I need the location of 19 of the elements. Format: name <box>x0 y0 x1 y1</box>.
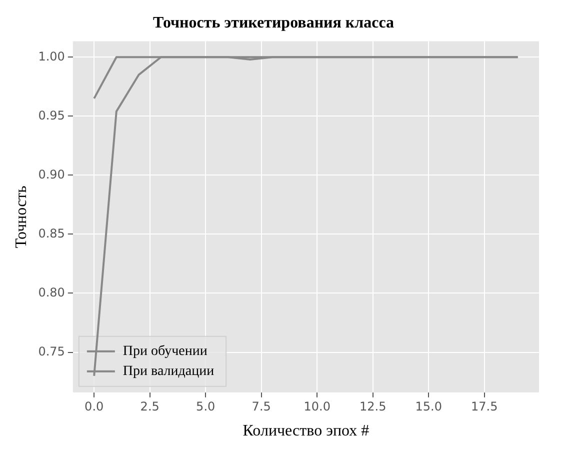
x-tick-label: 0.0 <box>84 400 104 414</box>
y-tick-label: 0.90 <box>38 167 65 182</box>
y-tick-label: 0.95 <box>38 108 65 122</box>
y-tick-label: 0.75 <box>38 344 65 358</box>
legend-label: При валидации <box>122 364 215 380</box>
x-tick-label: 5.0 <box>196 400 216 414</box>
y-tick-label: 1.00 <box>38 49 65 64</box>
x-tick-label: 15.0 <box>415 400 442 414</box>
x-tick-label: 2.5 <box>140 400 160 414</box>
y-axis-title: Точность <box>12 186 30 248</box>
x-tick-label: 17.5 <box>471 400 498 414</box>
x-tick-label: 12.5 <box>360 400 386 414</box>
x-tick-label: 7.5 <box>252 400 271 414</box>
chart-title: Точность этикетирования класса <box>152 14 394 32</box>
legend-label: При обучении <box>122 344 208 360</box>
y-tick-label: 0.85 <box>38 226 65 240</box>
x-axis-title: Количество эпох # <box>242 422 370 440</box>
y-tick-label: 0.80 <box>38 285 65 300</box>
x-tick-label: 10.0 <box>304 400 330 414</box>
